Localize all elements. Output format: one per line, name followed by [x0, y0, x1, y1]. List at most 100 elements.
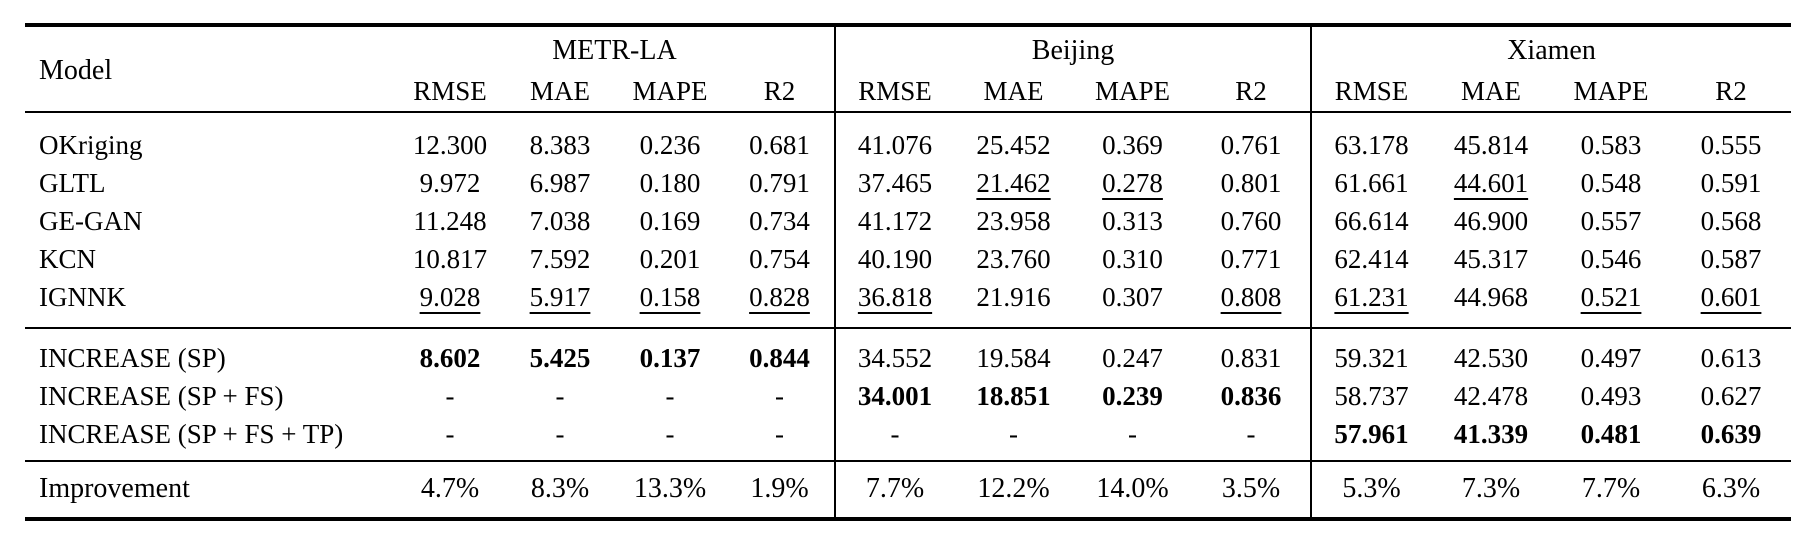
metric-value-cell: -	[834, 415, 954, 461]
metric-value-cell: 18.851	[976, 380, 1051, 411]
model-name-cell: IGNNK	[39, 281, 126, 312]
metric-value-cell: 0.754	[749, 243, 810, 274]
metric-value-cell: 0.201	[639, 243, 701, 274]
model-name-cell: GLTL	[39, 167, 106, 198]
metric-value-cell: 0.180	[639, 167, 701, 198]
metric-value-cell: 0.158	[639, 281, 701, 312]
metric-value-cell: 0.568	[1700, 205, 1762, 236]
metric-value-cell: 0.791	[749, 167, 810, 198]
table-row: KCN 10.817 7.592 0.201 0.754 40.190 23.7…	[25, 240, 1791, 278]
metric-value-cell: 25.452	[976, 129, 1051, 160]
metric-value-cell: 7.038	[529, 205, 591, 236]
metric-value-cell: 42.530	[1453, 342, 1529, 373]
results-table: Model METR-LA Beijing Xiamen RMSE MAE MA…	[25, 23, 1792, 521]
metric-value-cell: -	[1009, 418, 1018, 449]
metric-value-cell: 41.172	[834, 202, 954, 240]
column-header-rmse: RMSE	[1310, 71, 1432, 112]
metric-value-cell: 40.190	[834, 240, 954, 278]
metric-value-cell: -	[445, 380, 455, 411]
improvement-value-cell: 4.7%	[420, 473, 480, 504]
metric-value-cell: 58.737	[1310, 377, 1432, 415]
column-header-r2: R2	[1715, 75, 1747, 106]
column-header-mae: MAE	[530, 75, 590, 106]
metric-value-cell: 0.591	[1700, 167, 1762, 198]
metric-value-cell: 61.231	[1310, 278, 1432, 328]
metric-value-cell: 42.478	[1453, 380, 1529, 411]
metric-value-cell: 44.601	[1453, 167, 1529, 198]
improvement-value-cell: 5.3%	[1310, 461, 1432, 519]
metric-value-cell: 10.817	[412, 243, 488, 274]
improvement-value-cell: 7.7%	[1581, 473, 1641, 504]
metric-value-cell: 7.592	[529, 243, 591, 274]
baseline-models-section: OKriging 12.300 8.383 0.236 0.681 41.076…	[25, 112, 1791, 328]
metric-value-cell: 0.310	[1102, 243, 1163, 274]
metric-value-cell: 44.968	[1453, 281, 1529, 312]
table-row: INCREASE (SP + FS) - - - - 34.001 18.851…	[25, 377, 1791, 415]
table-row: GE-GAN 11.248 7.038 0.169 0.734 41.172 2…	[25, 202, 1791, 240]
increase-models-section: INCREASE (SP) 8.602 5.425 0.137 0.844 34…	[25, 328, 1792, 461]
dataset-group-row: Model METR-LA Beijing Xiamen	[25, 25, 1792, 86]
improvement-value-cell: 6.3%	[1701, 473, 1761, 504]
metric-value-cell: -	[555, 380, 565, 411]
metric-value-cell: 57.961	[1310, 415, 1432, 461]
metric-value-cell: 41.076	[834, 112, 954, 164]
improvement-value-cell: 14.0%	[1096, 473, 1169, 504]
metric-value-cell: 0.771	[1220, 243, 1282, 274]
metric-value-cell: 0.169	[639, 205, 701, 236]
column-header-r2: R2	[763, 75, 796, 106]
metric-value-cell: 0.481	[1580, 418, 1642, 449]
table-row: OKriging 12.300 8.383 0.236 0.681 41.076…	[25, 112, 1791, 164]
metric-value-cell: 0.548	[1580, 167, 1642, 198]
table-header: Model METR-LA Beijing Xiamen RMSE MAE MA…	[25, 25, 1792, 112]
metric-value-cell: 9.972	[419, 167, 481, 198]
metric-value-cell: 0.601	[1700, 281, 1762, 312]
column-header-mape: MAPE	[1573, 75, 1649, 106]
improvement-section: Improvement 4.7% 8.3% 13.3% 1.9% 7.7% 12…	[25, 461, 1792, 519]
improvement-value-cell: 7.3%	[1461, 473, 1521, 504]
metric-value-cell: 5.917	[529, 281, 591, 312]
metric-value-cell: 0.760	[1220, 205, 1282, 236]
metric-value-cell: 34.001	[834, 377, 954, 415]
metric-value-cell: 0.313	[1102, 205, 1163, 236]
dataset-header-xiamen: Xiamen	[1310, 25, 1792, 71]
metric-value-cell: -	[1246, 418, 1256, 449]
metric-value-cell: 8.602	[419, 342, 481, 373]
table-row: INCREASE (SP) 8.602 5.425 0.137 0.844 34…	[25, 328, 1791, 377]
metric-value-cell: 0.844	[749, 342, 810, 373]
metric-value-cell: 0.546	[1580, 243, 1642, 274]
metric-value-cell: 8.383	[529, 129, 591, 160]
metric-value-cell: 0.828	[749, 281, 810, 312]
metric-value-cell: 0.137	[639, 342, 701, 373]
metric-value-cell: 0.307	[1102, 281, 1163, 312]
dataset-header-metr-la: METR-LA	[552, 34, 677, 66]
metric-value-cell: 0.555	[1700, 129, 1762, 160]
column-header-rmse: RMSE	[413, 75, 487, 106]
improvement-value-cell: 8.3%	[530, 473, 590, 504]
improvement-label-cell: Improvement	[39, 473, 190, 504]
metric-value-cell: 21.462	[976, 167, 1051, 198]
column-header-mae: MAE	[983, 75, 1044, 106]
metric-value-cell: 41.339	[1453, 418, 1529, 449]
table-row: IGNNK 9.028 5.917 0.158 0.828 36.818 21.…	[25, 278, 1791, 328]
model-name-cell: INCREASE (SP)	[39, 342, 226, 373]
metric-value-cell: 0.808	[1220, 281, 1282, 312]
metric-value-cell: -	[775, 380, 784, 411]
metric-value-cell: 5.425	[529, 342, 591, 373]
metric-value-cell: 36.818	[834, 278, 954, 328]
metric-value-cell: 12.300	[412, 129, 488, 160]
metric-value-cell: 0.627	[1700, 380, 1762, 411]
metric-value-cell: 0.583	[1580, 129, 1642, 160]
model-name-cell: GE-GAN	[39, 205, 143, 236]
metric-value-cell: 0.639	[1700, 418, 1762, 449]
metric-value-cell: 9.028	[419, 281, 481, 312]
improvement-value-cell: 7.7%	[834, 461, 954, 519]
column-header-mape: MAPE	[1094, 75, 1170, 106]
column-header-mae: MAE	[1461, 75, 1522, 106]
table-row: INCREASE (SP + FS + TP) - - - - - - - - …	[25, 415, 1791, 461]
metric-value-cell: 34.552	[834, 328, 954, 377]
metric-value-cell: -	[445, 418, 455, 449]
metric-value-cell: 0.613	[1700, 342, 1762, 373]
metric-value-cell: 46.900	[1453, 205, 1529, 236]
metric-value-cell: -	[665, 380, 675, 411]
column-header-mape: MAPE	[632, 75, 708, 106]
